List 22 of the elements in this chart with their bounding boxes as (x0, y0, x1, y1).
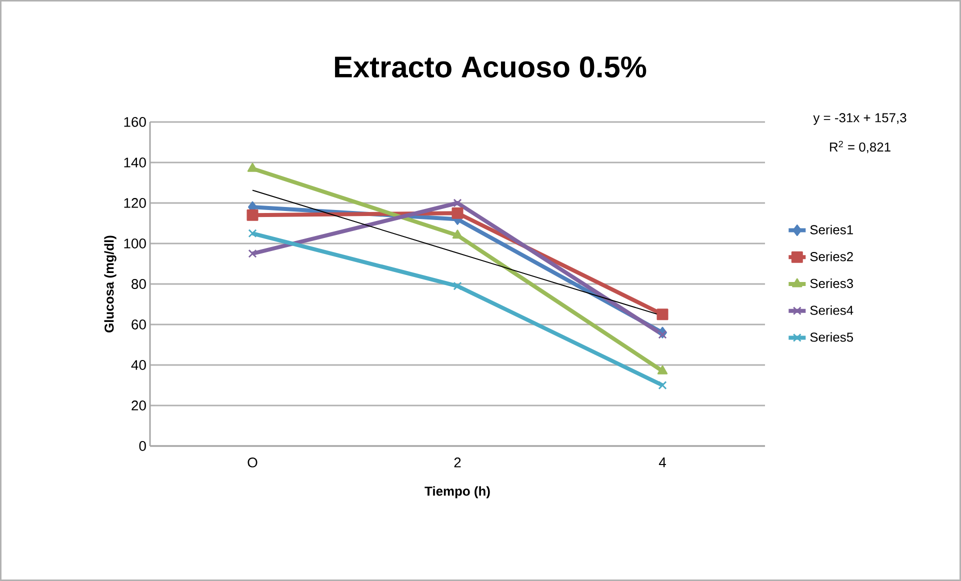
legend-label: Series1 (810, 224, 853, 234)
y-tick-label: 60 (132, 320, 146, 330)
y-tick-label: 20 (132, 400, 146, 410)
y-axis-title: Glucosa (mg/dl) (104, 236, 116, 332)
x-axis-title: Tiempo (h) (424, 486, 490, 498)
y-tick-label: 120 (124, 198, 146, 208)
y-tick-label: 40 (131, 360, 146, 370)
y-tick-label: 80 (132, 279, 146, 289)
x-tick-label: O (248, 458, 258, 468)
legend-label: Series5 (810, 332, 854, 342)
legend-label: Series2 (810, 252, 853, 262)
x-tick-label: 4 (658, 458, 666, 468)
chart-title: Extracto Acuoso 0.5% (335, 56, 646, 78)
y-tick-label: 160 (124, 117, 146, 127)
y-tick-label: 140 (124, 158, 146, 168)
y-tick-label: 0 (139, 441, 146, 451)
legend-label: Series4 (810, 305, 854, 315)
y-tick-label: 100 (124, 238, 146, 248)
x-tick-label: 2 (454, 458, 461, 468)
text: R$^{2}$ = 0,821 (830, 140, 890, 154)
legend-label: Series3 (810, 278, 853, 288)
text: y = -31x + 157,3 (813, 113, 906, 125)
